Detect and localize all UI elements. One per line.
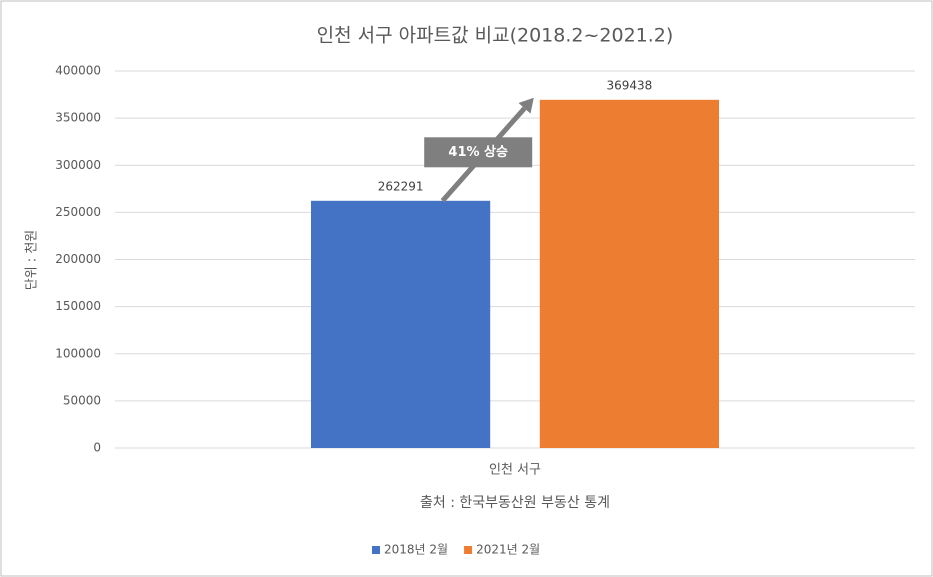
bar [539,99,719,448]
y-tick-label: 0 [93,441,101,455]
y-tick-label: 300000 [55,158,101,172]
y-tick-label: 250000 [55,205,101,219]
y-axis-label: 단위 : 천원 [25,230,40,291]
annotation: 41% 상승 [448,145,508,160]
x-axis-label: 출처 : 한국부동산원 부동산 통계 [420,495,610,511]
legend-label: 2021년 2월 [476,543,540,557]
arrow-head [518,97,534,114]
y-tick-label: 350000 [55,111,101,125]
legend-swatch [372,546,380,554]
x-tick-label: 인천 서구 [489,463,541,478]
chart-title: 인천 서구 아파트값 비교(2018.2~2021.2) [317,25,674,47]
y-tick-label: 200000 [55,252,101,266]
legend-label: 2018년 2월 [384,543,448,557]
value-label: 262291 [378,179,424,193]
y-tick-label: 400000 [55,64,101,78]
annotation-box [424,137,533,168]
bar [311,200,491,448]
y-tick-label: 50000 [63,393,101,407]
y-tick-label: 150000 [55,299,101,313]
y-tick-label: 100000 [55,346,101,360]
value-label: 369438 [606,78,652,92]
legend-swatch [464,546,473,554]
